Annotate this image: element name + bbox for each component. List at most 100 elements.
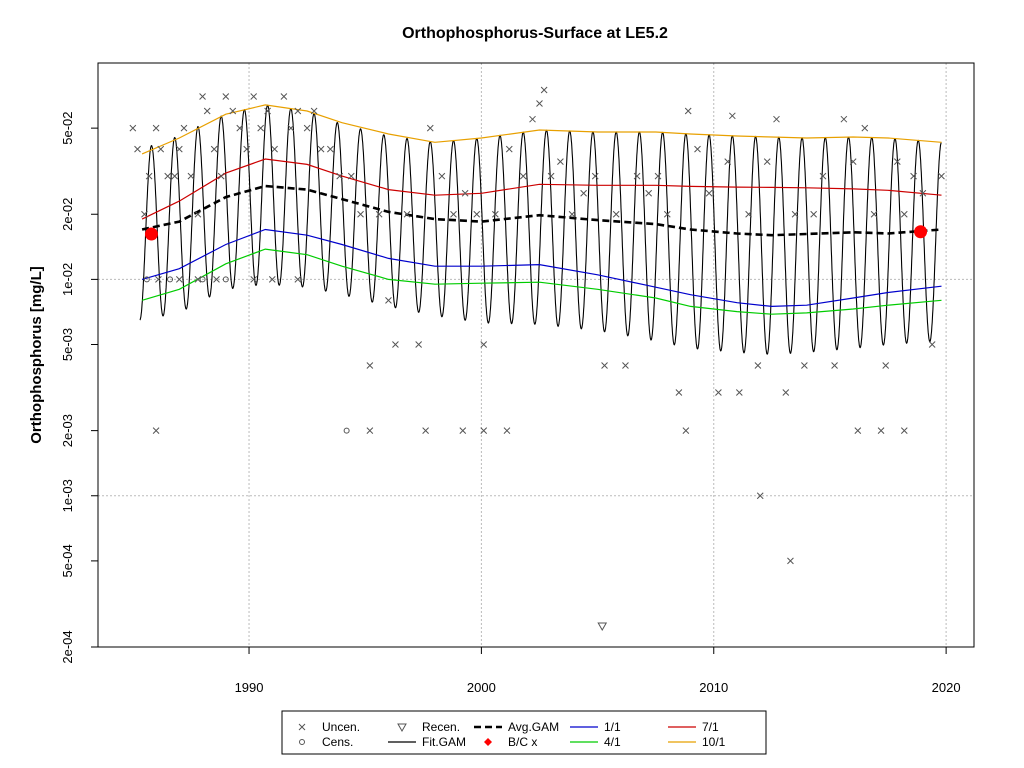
legend-item-bc: B/C x	[484, 735, 537, 749]
uncensored-point	[503, 427, 511, 434]
uncensored-point	[271, 145, 278, 153]
uncensored-point	[250, 93, 258, 100]
uncensored-point	[438, 172, 446, 180]
legend-label: 10/1	[702, 735, 726, 749]
uncensored-point	[473, 210, 481, 218]
uncensored-point	[591, 172, 599, 180]
y-tick-label: 1e-02	[60, 263, 75, 296]
series-1-1	[141, 228, 942, 308]
y-tick-label: 1e-03	[60, 479, 75, 512]
uncensored-point	[459, 427, 467, 434]
uncensored-point	[675, 389, 683, 396]
series-avg-gam	[141, 184, 942, 237]
uncensored-point	[385, 296, 392, 304]
uncensored-point	[633, 172, 641, 180]
uncensored-point	[264, 107, 271, 115]
uncensored-point	[461, 189, 469, 197]
uncensored-point	[745, 210, 752, 218]
uncensored-point	[236, 124, 244, 132]
uncensored-point	[280, 93, 288, 100]
uncensored-point	[529, 115, 536, 123]
legend-item-recen: Recen.	[397, 720, 460, 734]
legend-label: Uncen.	[322, 720, 360, 734]
uncensored-point	[861, 124, 869, 132]
uncensored-point	[157, 145, 165, 153]
legend-item-cens: Cens.	[299, 735, 353, 749]
legend-label: 7/1	[702, 720, 719, 734]
series-10-1	[141, 104, 942, 155]
uncensored-point	[580, 189, 587, 197]
uncensored-point	[754, 362, 762, 369]
uncensored-point	[612, 210, 620, 218]
legend-label: 4/1	[604, 735, 621, 749]
bc-point	[914, 225, 928, 239]
uncensored-point	[317, 145, 325, 153]
legend-symbol	[397, 723, 407, 733]
uncensored-point	[336, 172, 344, 180]
x-axis: 1990 2000 2010 2020	[235, 646, 961, 695]
uncensored-point	[357, 210, 364, 218]
censored-point	[167, 276, 174, 283]
series-fit-gam	[139, 104, 942, 355]
uncensored-point	[403, 210, 411, 218]
uncensored-point	[175, 145, 183, 153]
legend-item-d7_1: 7/1	[668, 720, 719, 734]
uncensored-point	[129, 124, 137, 132]
legend-label: 1/1	[604, 720, 621, 734]
uncensored-point	[938, 172, 945, 180]
uncensored-point	[375, 210, 383, 218]
y-tick-label: 2e-03	[60, 414, 75, 447]
uncensored-point	[366, 427, 374, 434]
uncensored-point	[347, 172, 355, 180]
y-tick-label: 2e-02	[60, 198, 75, 231]
uncensored-point	[145, 172, 153, 180]
uncensored-point	[294, 107, 302, 115]
uncensored-point	[728, 112, 736, 120]
uncensored-point	[893, 158, 901, 166]
series-layer	[139, 104, 942, 355]
plot-frame	[97, 62, 975, 648]
uncensored-point	[303, 124, 311, 132]
uncensored-point	[480, 427, 488, 434]
uncensored-point	[491, 210, 499, 218]
uncensored-point	[210, 145, 218, 153]
uncensored-point	[268, 276, 276, 283]
uncensored-point	[194, 210, 202, 218]
uncensored-point	[810, 210, 818, 218]
uncensored-point	[229, 107, 237, 115]
uncensored-point	[505, 145, 513, 153]
uncensored-point	[919, 189, 927, 197]
uncensored-point	[392, 341, 399, 348]
uncensored-point	[831, 362, 838, 369]
legend-label: B/C x	[508, 735, 537, 749]
uncensored-point	[682, 427, 690, 434]
uncensored-point	[882, 362, 890, 369]
uncensored-point	[152, 427, 160, 434]
legend-label: Recen.	[422, 720, 460, 734]
uncensored-point	[568, 210, 576, 218]
legend-item-uncen: Uncen.	[298, 720, 360, 734]
uncensored-point	[870, 210, 878, 218]
uncensored-point	[557, 158, 564, 166]
uncensored-point	[900, 427, 908, 434]
uncensored-point	[250, 276, 258, 283]
uncensored-point	[854, 427, 862, 434]
uncensored-point	[782, 389, 790, 396]
uncensored-point	[287, 124, 295, 132]
censored-point	[343, 427, 350, 434]
uncensored-point	[422, 427, 429, 434]
uncensored-point	[705, 189, 713, 197]
uncensored-point	[155, 276, 162, 283]
uncensored-point	[199, 93, 206, 100]
uncensored-point	[415, 341, 423, 348]
y-tick-label: 5e-03	[60, 328, 75, 361]
uncensored-point	[213, 276, 220, 283]
x-tick-label: 2000	[467, 680, 496, 695]
uncensored-point	[694, 145, 701, 153]
uncensored-point	[171, 172, 179, 180]
uncensored-point	[663, 210, 671, 218]
series-4-1	[141, 248, 942, 315]
censored-point	[199, 276, 206, 283]
uncensored-point	[134, 145, 141, 153]
